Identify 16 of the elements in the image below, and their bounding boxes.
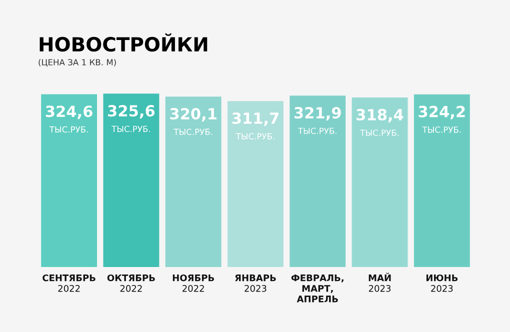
data-label: 318,4 ТЫС.РУБ. (356, 108, 404, 136)
data-label: 325,6 ТЫС.РУБ. (108, 105, 155, 132)
x-tick-label: ФЕВРАЛЬ, МАРТ, АПРЕЛЬ (291, 274, 344, 302)
chart-subtitle: (ЦЕНА ЗА 1 КВ. М) (38, 58, 116, 67)
x-tick-label: ОКТЯБРЬ 2022 (107, 274, 155, 292)
data-label: 311,7 ТЫС.РУБ. (232, 112, 278, 140)
data-label: 324,6 ТЫС.РУБ. (46, 106, 92, 133)
data-label: 321,9 ТЫС.РУБ. (294, 107, 341, 134)
x-tick-label: ЯНВАРЬ 2023 (235, 274, 276, 292)
x-tick-label: НОЯБРЬ 2022 (172, 274, 214, 292)
data-label: 324,2 ТЫС.РУБ. (418, 106, 465, 133)
x-tick-label: СЕНТЯБРЬ 2022 (42, 274, 96, 292)
data-label: 320,1 ТЫС.РУБ. (170, 108, 216, 135)
chart-title: НОВОСТРОЙКИ (40, 33, 208, 52)
x-tick-label: МАЙ 2023 (368, 272, 391, 292)
x-tick-label: ИЮНЬ 2023 (426, 274, 458, 292)
